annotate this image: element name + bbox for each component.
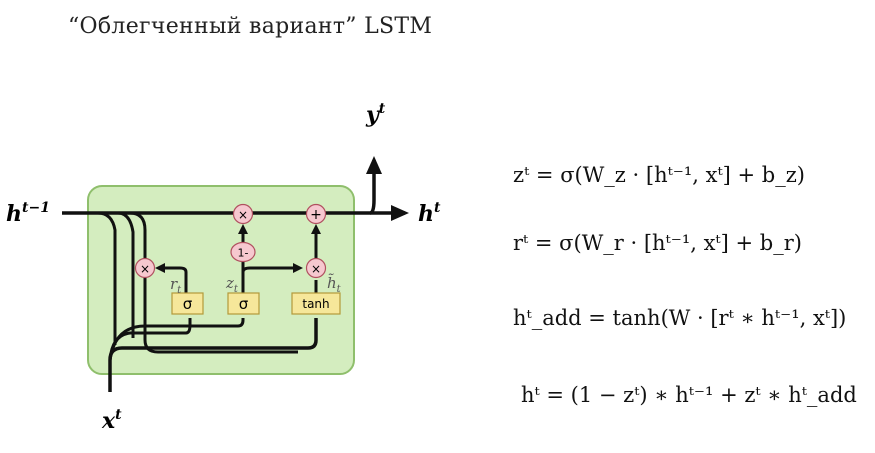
- mult-h-op: ×: [305, 257, 327, 279]
- h-prev-branch-2: [117, 211, 135, 338]
- svg-text:σ: σ: [239, 295, 249, 313]
- sigma-r-to-mult: [155, 263, 188, 293]
- equation-r: rᵗ = σ(W_r · [hᵗ⁻¹, xᵗ] + b_r): [513, 231, 802, 255]
- svg-text:×: ×: [311, 262, 321, 276]
- h-out-label: ht: [418, 200, 441, 227]
- svg-text:tanh: tanh: [302, 297, 329, 311]
- h-prev-branch-1: [97, 211, 117, 345]
- h-tilde-label: h̃t: [327, 274, 342, 295]
- mult-top-op: ×: [232, 203, 254, 225]
- svg-text:σ: σ: [183, 295, 193, 313]
- mult-r-op: ×: [134, 257, 156, 279]
- mult-r-to-tanh: [143, 278, 298, 354]
- equation-z: zᵗ = σ(W_z · [hᵗ⁻¹, xᵗ] + b_z): [513, 163, 806, 187]
- plus-top-op: +: [305, 203, 327, 225]
- svg-text:+: +: [310, 207, 322, 223]
- y-out-label: yt: [365, 101, 386, 128]
- svg-text:1-: 1-: [238, 247, 249, 260]
- equation-h-add: hᵗ_add = tanh(W · [rᵗ ∗ hᵗ⁻¹, xᵗ]): [513, 306, 847, 330]
- z-to-mult-h: [241, 263, 303, 273]
- sigma-z-gate: σ: [227, 292, 260, 315]
- z-label: zt: [225, 274, 239, 295]
- sigma-r-gate: σ: [171, 292, 204, 315]
- r-label: rt: [170, 275, 182, 296]
- h-prev-branch-3: [129, 211, 147, 258]
- svg-text:×: ×: [238, 208, 248, 222]
- one-minus-op: 1-: [230, 241, 256, 263]
- tanh-gate: tanh: [291, 292, 341, 315]
- h-prev-label: ht−1: [6, 200, 50, 227]
- svg-text:×: ×: [140, 262, 150, 276]
- y-output-line: [366, 156, 382, 215]
- equation-h: hᵗ = (1 − zᵗ) ∗ hᵗ⁻¹ + zᵗ ∗ hᵗ_add: [521, 383, 857, 407]
- x-in-label: xt: [101, 407, 122, 434]
- slide-title: “Облегченный вариант” LSTM: [68, 14, 433, 39]
